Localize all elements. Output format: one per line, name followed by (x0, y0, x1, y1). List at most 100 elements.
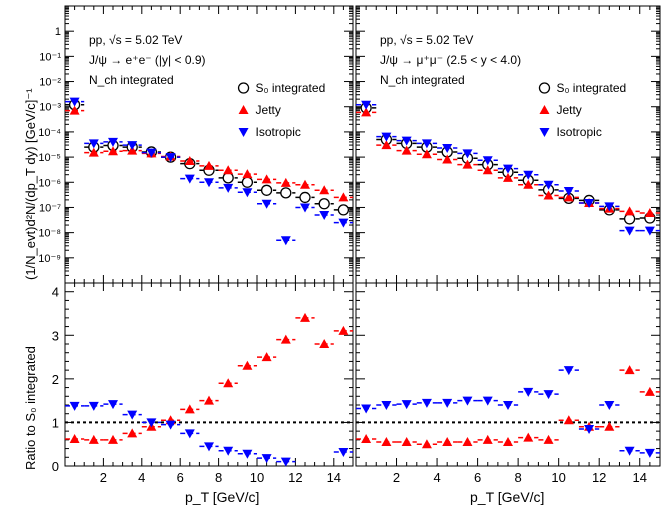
data-point (300, 312, 310, 322)
data-point (108, 400, 118, 410)
data-point (165, 420, 176, 430)
data-point (442, 143, 453, 153)
data-point (421, 149, 432, 159)
data-point (563, 366, 574, 376)
y-tick-label: 10⁻⁹ (38, 253, 61, 265)
data-point (644, 208, 655, 218)
data-point (146, 418, 157, 428)
data-point (421, 139, 432, 149)
data-point (482, 156, 493, 166)
data-point (261, 454, 272, 464)
data-point (165, 153, 176, 163)
y-tick-label: 2 (52, 372, 59, 387)
data-point (261, 352, 272, 362)
data-point (523, 432, 534, 442)
x-axis-title-left: p_T [GeV/c] (185, 489, 259, 505)
annotation: J/ψ → e⁺e⁻ (|y| < 0.9) (89, 53, 206, 67)
data-point (184, 429, 195, 439)
y-tick-label: 10⁻³ (39, 102, 61, 114)
x-tick-label: 10 (551, 470, 565, 485)
data-point (482, 396, 493, 406)
data-point (624, 446, 635, 456)
x-tick-label: 6 (177, 470, 184, 485)
data-point (624, 365, 635, 375)
data-point (319, 211, 330, 221)
data-point (299, 191, 311, 204)
data-point (88, 401, 99, 411)
data-point (69, 97, 80, 107)
annotation: J/ψ → μ⁺μ⁻ (2.5 < y < 4.0) (380, 53, 521, 67)
data-point (361, 107, 372, 117)
data-point (623, 213, 636, 225)
x-tick-label: 6 (474, 470, 481, 485)
y-tick-label: 10⁻⁵ (38, 152, 61, 164)
data-point (108, 434, 118, 444)
data-point (421, 398, 432, 408)
data-point (88, 139, 99, 149)
panels: 10⁻⁹ 10⁻⁸ 10⁻⁷ 10⁻⁶ 10⁻⁵ 10⁻⁴ 10⁻³ 10⁻² 10⁻¹ 1 pp,… (38, 5, 661, 485)
y-tick-label: 4 (52, 285, 59, 300)
data-point (482, 165, 493, 175)
annotation: pp, √s = 5.02 TeV (89, 33, 182, 47)
legend-marker (238, 105, 249, 114)
data-point (127, 145, 138, 155)
annotation: pp, √s = 5.02 TeV (380, 33, 473, 47)
data-point (644, 386, 655, 396)
data-point (381, 132, 392, 142)
plot-frame (64, 282, 354, 467)
data-point (442, 437, 453, 447)
data-point (280, 187, 292, 199)
data-point (222, 172, 234, 184)
data-point (442, 154, 453, 164)
y-tick-label: 1 (55, 26, 61, 38)
data-point (88, 147, 99, 157)
data-point (563, 415, 574, 425)
legend-label: Jetty (556, 103, 581, 117)
data-point (318, 198, 330, 210)
data-point (401, 437, 412, 447)
y-tick-label: 10⁻¹ (39, 51, 61, 63)
y-tick-label: 10⁻⁸ (38, 228, 61, 240)
data-point (223, 446, 234, 456)
data-point (146, 148, 157, 158)
y-tick-label: 10⁻² (39, 77, 61, 89)
data-point (108, 146, 118, 156)
data-point (319, 339, 330, 348)
legend-marker (238, 128, 249, 137)
data-point (338, 192, 349, 202)
data-point (523, 179, 534, 189)
data-point (503, 172, 513, 182)
x-axis-title-right: p_T [GeV/c] (470, 489, 544, 505)
data-point (261, 199, 272, 209)
data-point (108, 137, 118, 147)
annotation: N_ch integrated (380, 73, 465, 87)
data-point (204, 395, 214, 405)
y-tick-label: 0 (52, 459, 59, 474)
data-point (204, 160, 214, 170)
data-point (127, 141, 138, 151)
data-point (523, 170, 534, 180)
panel-bottom-right: 2 4 6 8 10 12 14 (355, 282, 661, 485)
data-point (543, 434, 554, 444)
x-tick-label: 12 (592, 470, 606, 485)
data-point (204, 178, 214, 188)
data-point (223, 183, 234, 193)
data-point (462, 149, 473, 159)
data-point (280, 457, 291, 467)
data-point (644, 448, 655, 458)
data-point (127, 428, 138, 438)
data-point (624, 206, 635, 216)
x-tick-label: 12 (288, 470, 302, 485)
data-point (242, 188, 253, 198)
y-tick-label: 10⁻⁷ (39, 202, 61, 214)
data-point (503, 437, 513, 447)
data-point (223, 378, 234, 388)
data-point (462, 396, 473, 406)
data-point (563, 187, 574, 197)
data-point (361, 100, 372, 110)
data-point (184, 404, 195, 414)
data-point (381, 401, 392, 410)
